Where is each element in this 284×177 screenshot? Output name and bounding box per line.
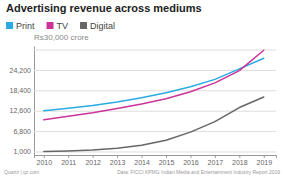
grid-line — [34, 151, 276, 152]
grid-line — [34, 90, 276, 91]
x-tick-label: 2019 — [256, 159, 272, 166]
x-axis: 2010 2011 2012 2013 2014 2015 2016 2017 2018 2019 — [35, 155, 277, 166]
legend-swatch — [80, 22, 87, 29]
y-tick-label: 18,400 — [10, 87, 32, 94]
legend-label: Print — [16, 21, 35, 31]
x-tick: 2017 — [208, 155, 224, 166]
y-tick: 18,400 — [10, 87, 276, 94]
x-tick: 2016 — [183, 155, 199, 166]
legend-swatch — [47, 22, 54, 29]
y-tick-label: 24,200 — [10, 67, 32, 74]
grid-line — [34, 50, 276, 51]
x-tick-label: 2016 — [183, 159, 199, 166]
y-tick: 12,600 — [10, 107, 276, 114]
x-tick: 2012 — [85, 155, 101, 166]
x-tick-label: 2018 — [232, 159, 248, 166]
tick-mark — [190, 155, 191, 158]
y-tick — [34, 50, 276, 51]
x-tick-label: 2010 — [36, 159, 52, 166]
source: Quartz | qz.com — [4, 169, 39, 175]
y-tick-label: 6,800 — [13, 128, 31, 135]
x-tick-label: 2013 — [110, 159, 126, 166]
grid-line — [34, 111, 276, 112]
grid-line — [34, 131, 276, 132]
line — [44, 50, 264, 120]
tick-mark — [239, 155, 240, 158]
tick-mark — [44, 155, 45, 158]
chart: Advertising revenue across mediums Print T… — [0, 0, 284, 177]
x-tick: 2010 — [36, 155, 52, 166]
legend-item: Print — [6, 21, 35, 31]
y-axis-label: Rs30,000 crore — [34, 33, 89, 42]
tick-mark — [166, 155, 167, 158]
legend-label: Digital — [90, 21, 115, 31]
title: Advertising revenue across mediums — [6, 2, 202, 14]
line — [44, 58, 264, 110]
x-tick-label: 2012 — [85, 159, 101, 166]
y-axis: 1,000 6,800 12,600 18,400 24,200 — [10, 47, 276, 156]
legend-item: TV — [47, 21, 69, 31]
tick-mark — [142, 155, 143, 158]
x-tick: 2019 — [256, 155, 272, 166]
source: Data: FICCI KPMG Indian Media and Entert… — [117, 169, 280, 175]
x-tick-label: 2017 — [208, 159, 224, 166]
x-tick-label: 2011 — [61, 159, 76, 166]
x-tick: 2014 — [134, 155, 150, 166]
x-tick: 2015 — [159, 155, 175, 166]
y-tick-label: 12,600 — [10, 107, 32, 114]
line — [44, 97, 264, 152]
x-tick: 2018 — [232, 155, 248, 166]
tick-mark — [264, 155, 265, 158]
legend-label: TV — [57, 21, 69, 31]
plot: 1,000 6,800 12,600 18,400 24,200 2010 2011 2012… — [10, 47, 277, 166]
y-axis-line — [34, 47, 35, 156]
y-tick-label: 1,000 — [13, 148, 31, 155]
x-tick-label: 2015 — [159, 159, 175, 166]
legend-item: Digital — [80, 21, 115, 31]
tick-mark — [215, 155, 216, 158]
x-axis-line — [35, 156, 277, 159]
tick-mark — [93, 155, 94, 158]
legend: Print TV Digital — [6, 21, 115, 31]
y-tick: 6,800 — [13, 128, 276, 135]
x-tick: 2013 — [110, 155, 126, 166]
x-tick: 2011 — [61, 155, 76, 166]
tick-mark — [117, 155, 118, 158]
x-tick-label: 2014 — [134, 159, 150, 166]
lines — [44, 50, 264, 151]
legend-swatch — [6, 22, 13, 29]
tick-mark — [68, 155, 69, 158]
